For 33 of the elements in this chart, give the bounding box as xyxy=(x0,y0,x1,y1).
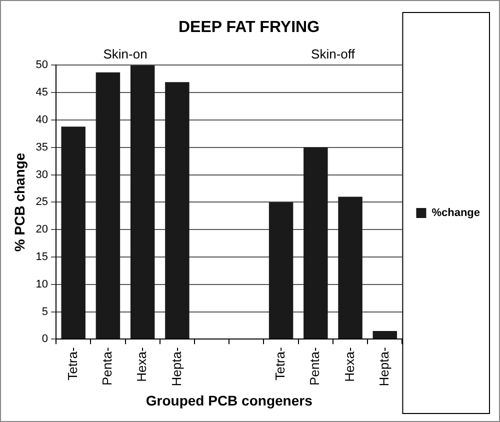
y-tick-label: 15 xyxy=(36,251,48,264)
bar xyxy=(96,72,120,339)
y-tick-label: 5 xyxy=(42,306,48,318)
y-tick-label: 25 xyxy=(36,196,48,208)
x-tick-label: Tetra- xyxy=(272,347,288,380)
y-tick-label: 40 xyxy=(36,114,48,126)
bar xyxy=(61,126,86,339)
y-tick-label: 45 xyxy=(36,86,48,99)
text: Skin-on xyxy=(103,46,148,62)
x-tick-label: Tetra- xyxy=(64,347,80,380)
y-tick-label: 30 xyxy=(36,168,48,181)
x-tick-label: Penta- xyxy=(307,347,322,386)
x-tick-label: Hexa- xyxy=(342,347,357,382)
x-tick-label: Hexa- xyxy=(134,347,150,382)
bar xyxy=(304,147,328,339)
y-tick-label: 10 xyxy=(36,278,48,290)
legend-label: %change xyxy=(432,207,480,220)
x-tick-label: Penta- xyxy=(100,347,115,386)
bar xyxy=(338,196,362,339)
bar xyxy=(268,202,294,339)
y-axis-title: % PCB change xyxy=(11,152,28,252)
y-tick-label: 35 xyxy=(36,141,48,154)
y-tick-label: 20 xyxy=(36,224,48,236)
y-tick-label: 0 xyxy=(42,333,48,346)
x-tick-label: Hepta- xyxy=(376,347,392,386)
x-axis-title: Grouped PCB congeners xyxy=(146,392,313,408)
y-tick-label: 50 xyxy=(36,59,48,72)
chart-title: DEEP FAT FRYING xyxy=(178,19,320,36)
x-tick-label: Hepta- xyxy=(168,347,184,386)
text: Skin-off xyxy=(311,46,356,62)
bar xyxy=(165,82,190,339)
bar xyxy=(372,330,398,339)
bar xyxy=(130,65,155,339)
